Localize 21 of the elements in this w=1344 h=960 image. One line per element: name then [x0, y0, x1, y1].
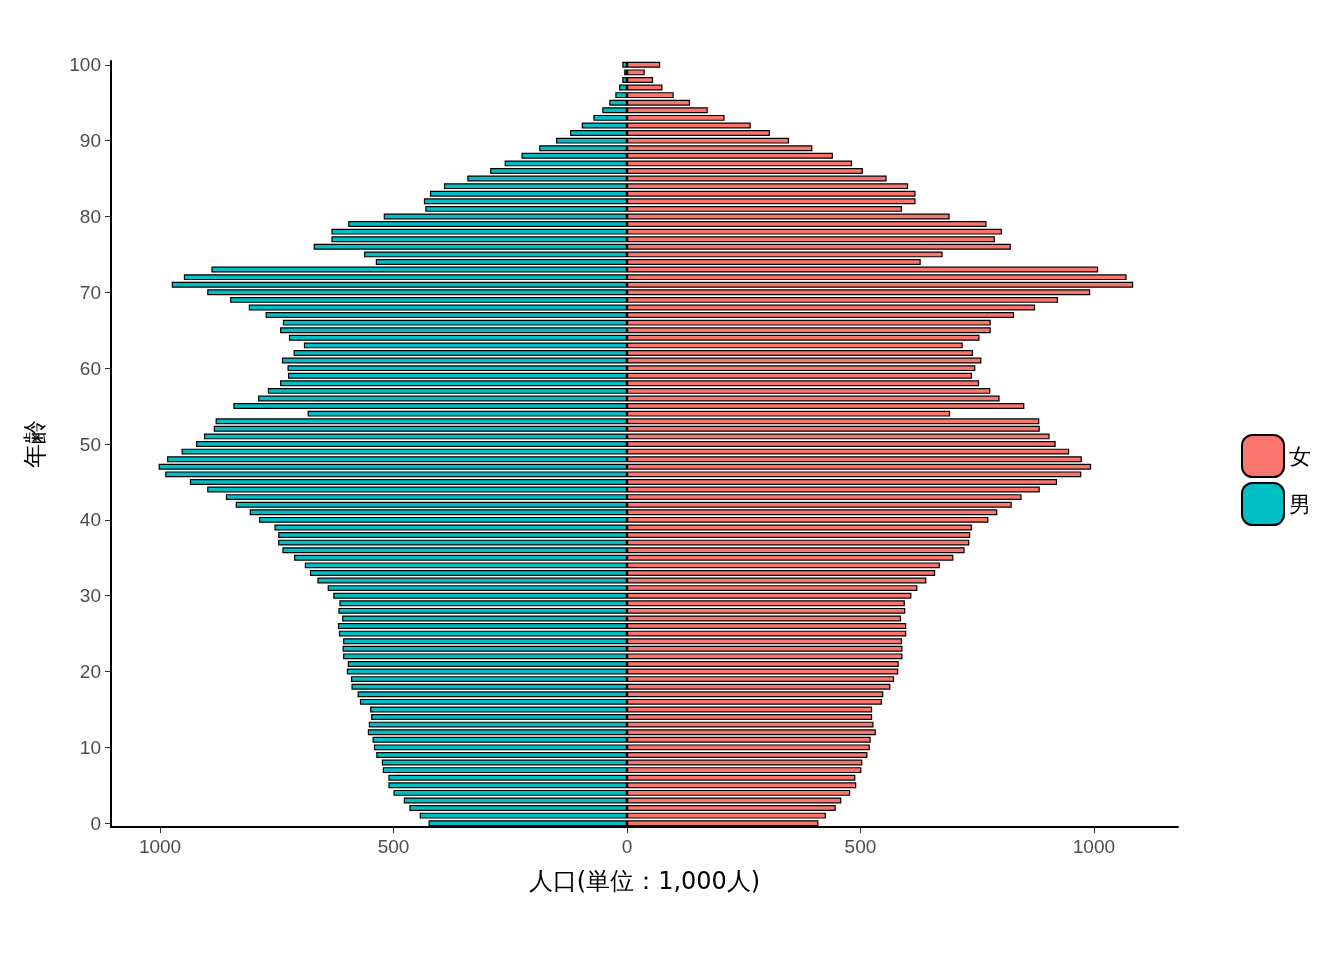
x-tick-label: 0: [621, 836, 633, 857]
y-axis-title: 年齢: [21, 420, 49, 468]
bar: [626, 77, 654, 83]
x-tick-label: 500: [844, 836, 877, 857]
x-tick-label: 1000: [1072, 836, 1116, 857]
x-tick-label: 500: [377, 836, 410, 857]
y-tick-label: 0: [90, 812, 101, 834]
y-tick-label: 90: [79, 130, 101, 152]
y-tick-label: 30: [79, 585, 101, 607]
y-tick-label: 60: [79, 357, 101, 379]
x-axis-title: 人口(単位：1,000人): [528, 867, 761, 895]
legend-label: 女: [1289, 443, 1311, 469]
y-tick-label: 20: [79, 661, 101, 683]
y-tick-label: 40: [79, 509, 101, 531]
y-tick-label: 70: [79, 281, 101, 303]
y-tick-label: 10: [79, 736, 101, 758]
y-tick-label: 80: [79, 205, 101, 227]
y-tick-label: 100: [69, 54, 101, 76]
y-tick-label: 50: [79, 433, 101, 455]
legend-label: 男: [1289, 491, 1311, 517]
x-tick-label: 1000: [138, 836, 182, 857]
